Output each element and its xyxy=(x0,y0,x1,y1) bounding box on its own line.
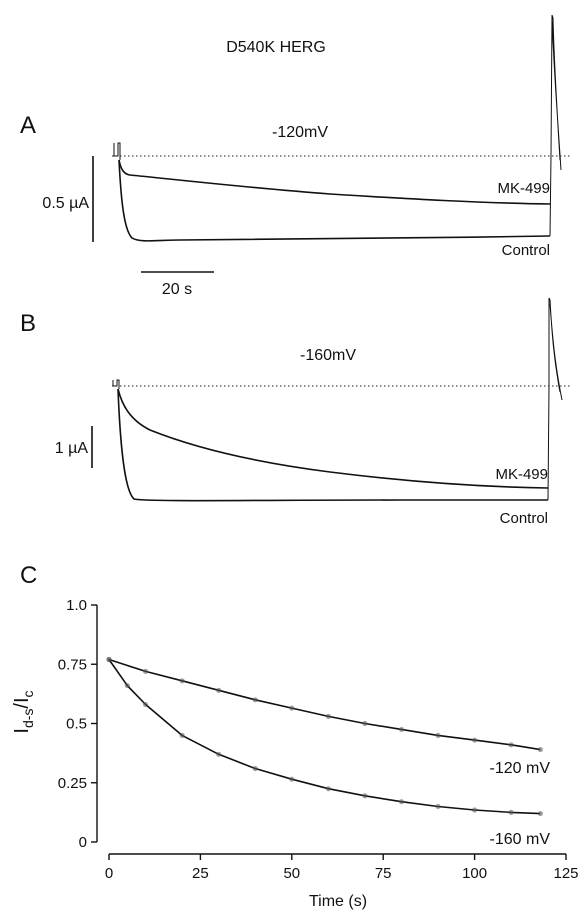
series-line-160mv xyxy=(108,659,541,815)
panel-a-control-trace xyxy=(118,159,551,242)
panel-c-x-axis-label: Time (s) xyxy=(309,893,367,910)
panel-c-label-160: -160 mV xyxy=(490,831,551,848)
y-tick-label: 0.75 xyxy=(58,656,87,673)
panel-b-voltage-label: -160mV xyxy=(300,347,356,364)
panel-a-mk499-trace xyxy=(118,159,551,205)
data-point xyxy=(216,751,222,757)
panel-a-voltage-label: -120mV xyxy=(272,124,328,141)
data-point xyxy=(508,742,514,748)
data-point xyxy=(398,799,405,805)
x-tick-label: 50 xyxy=(283,865,300,882)
data-point xyxy=(289,705,295,711)
data-point xyxy=(472,737,478,743)
data-point xyxy=(124,682,130,689)
data-point xyxy=(179,732,185,738)
panel-b-end-transient xyxy=(547,297,563,501)
panel-a-time-scalebar-label: 20 s xyxy=(162,281,192,298)
data-point xyxy=(472,807,478,813)
x-tick-label: 0 xyxy=(105,865,113,882)
x-tick-label: 75 xyxy=(375,865,392,882)
data-point xyxy=(216,687,222,693)
panel-a: A -120mV 0.5 µA 20 s MK-499 Control xyxy=(20,14,570,298)
data-point xyxy=(142,701,149,708)
data-point xyxy=(537,746,544,753)
panel-a-step-artifact xyxy=(113,142,121,160)
data-point xyxy=(435,732,441,738)
panel-a-current-scalebar-label: 0.5 µA xyxy=(42,195,89,212)
y-label-sep: /I xyxy=(11,697,33,708)
data-point xyxy=(325,786,331,792)
panel-b-control-label: Control xyxy=(500,510,548,527)
y-tick-label: 0.25 xyxy=(58,775,87,792)
data-point xyxy=(362,720,368,727)
x-tick-label: 100 xyxy=(462,865,487,882)
data-point xyxy=(252,765,258,772)
data-point xyxy=(435,803,441,810)
y-tick-label: 0 xyxy=(79,834,87,851)
panel-b-current-scalebar-label: 1 µA xyxy=(55,440,89,457)
data-point xyxy=(537,810,544,817)
y-label-main: I xyxy=(11,728,33,734)
data-point xyxy=(142,668,149,674)
panel-b-step-artifact xyxy=(112,379,120,389)
data-point xyxy=(106,656,112,663)
panel-b-letter: B xyxy=(20,310,36,337)
panel-b-mk499-trace xyxy=(117,388,549,489)
panel-c-y-axis-label: Id-s/Ic xyxy=(11,690,36,733)
panel-c-letter: C xyxy=(20,562,37,589)
panel-c-label-120: -120 mV xyxy=(490,760,551,777)
figure-title: D540K HERG xyxy=(226,39,326,56)
y-tick-label: 1.0 xyxy=(66,597,87,614)
panel-a-end-transient xyxy=(549,14,562,237)
panel-c: C 0 0.25 0.5 0.75 1.0 0 25 50 75 100 125 Id-s/Ic T… xyxy=(11,562,579,910)
data-point xyxy=(508,809,514,815)
panel-b-mk499-label: MK-499 xyxy=(495,466,548,483)
data-point xyxy=(362,793,368,799)
panel-b: B -160mV 1 µA MK-499 Control xyxy=(20,297,570,527)
panel-a-letter: A xyxy=(20,112,36,139)
data-point xyxy=(289,776,295,782)
series-line-120mv xyxy=(108,658,541,751)
y-tick-label: 0.5 xyxy=(66,716,87,733)
y-label-sub2: c xyxy=(20,690,36,697)
panel-c-plot: 0 0.25 0.5 0.75 1.0 0 25 50 75 100 125 xyxy=(58,597,579,882)
x-tick-label: 125 xyxy=(553,865,578,882)
data-point xyxy=(179,678,185,684)
panel-b-control-trace xyxy=(117,388,548,502)
panel-a-control-label: Control xyxy=(502,242,550,259)
panel-a-mk499-label: MK-499 xyxy=(497,180,550,197)
y-label-sub1: d-s xyxy=(20,709,36,728)
data-point xyxy=(398,726,405,733)
x-tick-label: 25 xyxy=(192,865,209,882)
data-point xyxy=(252,697,258,703)
data-point xyxy=(325,713,331,719)
